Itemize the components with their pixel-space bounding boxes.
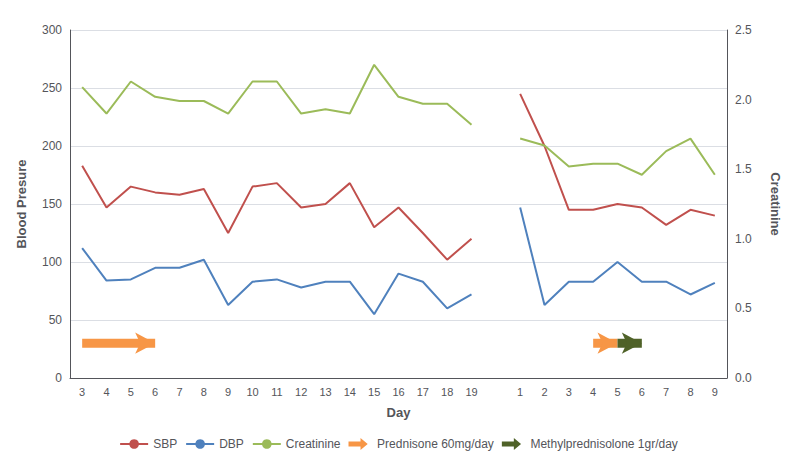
svg-text:1.5: 1.5 — [735, 162, 752, 176]
svg-text:12: 12 — [295, 386, 307, 398]
svg-text:0: 0 — [55, 371, 62, 385]
svg-text:5: 5 — [614, 386, 620, 398]
svg-text:0.0: 0.0 — [735, 371, 752, 385]
svg-text:8: 8 — [201, 386, 207, 398]
svg-text:5: 5 — [128, 386, 134, 398]
svg-text:17: 17 — [417, 386, 429, 398]
svg-text:Methylprednisolone 1gr/day: Methylprednisolone 1gr/day — [530, 437, 677, 451]
svg-text:4: 4 — [103, 386, 109, 398]
svg-text:0.5: 0.5 — [735, 301, 752, 315]
svg-text:300: 300 — [42, 23, 62, 37]
svg-text:3: 3 — [566, 386, 572, 398]
svg-text:16: 16 — [392, 386, 404, 398]
svg-text:Prednisone 60mg/day: Prednisone 60mg/day — [377, 437, 494, 451]
svg-text:6: 6 — [152, 386, 158, 398]
svg-text:Creatinine: Creatinine — [768, 172, 783, 236]
svg-text:7: 7 — [663, 386, 669, 398]
svg-text:4: 4 — [590, 386, 596, 398]
svg-text:Blood Presure: Blood Presure — [14, 160, 29, 249]
svg-text:19: 19 — [465, 386, 477, 398]
svg-text:150: 150 — [42, 197, 62, 211]
svg-text:2: 2 — [541, 386, 547, 398]
svg-text:15: 15 — [368, 386, 380, 398]
svg-text:200: 200 — [42, 139, 62, 153]
svg-text:1: 1 — [517, 386, 523, 398]
svg-text:7: 7 — [176, 386, 182, 398]
svg-text:18: 18 — [441, 386, 453, 398]
svg-text:Creatinine: Creatinine — [286, 437, 341, 451]
svg-text:9: 9 — [712, 386, 718, 398]
svg-text:Day: Day — [387, 405, 412, 420]
svg-text:SBP: SBP — [153, 437, 177, 451]
svg-text:100: 100 — [42, 255, 62, 269]
svg-text:6: 6 — [639, 386, 645, 398]
svg-text:2.0: 2.0 — [735, 93, 752, 107]
svg-text:DBP: DBP — [219, 437, 244, 451]
svg-text:250: 250 — [42, 81, 62, 95]
svg-text:9: 9 — [225, 386, 231, 398]
svg-text:1.0: 1.0 — [735, 232, 752, 246]
svg-text:3: 3 — [79, 386, 85, 398]
svg-text:8: 8 — [687, 386, 693, 398]
svg-text:2.5: 2.5 — [735, 23, 752, 37]
svg-text:50: 50 — [49, 313, 63, 327]
svg-text:14: 14 — [344, 386, 356, 398]
svg-text:11: 11 — [271, 386, 282, 398]
svg-text:13: 13 — [319, 386, 331, 398]
svg-text:10: 10 — [246, 386, 258, 398]
